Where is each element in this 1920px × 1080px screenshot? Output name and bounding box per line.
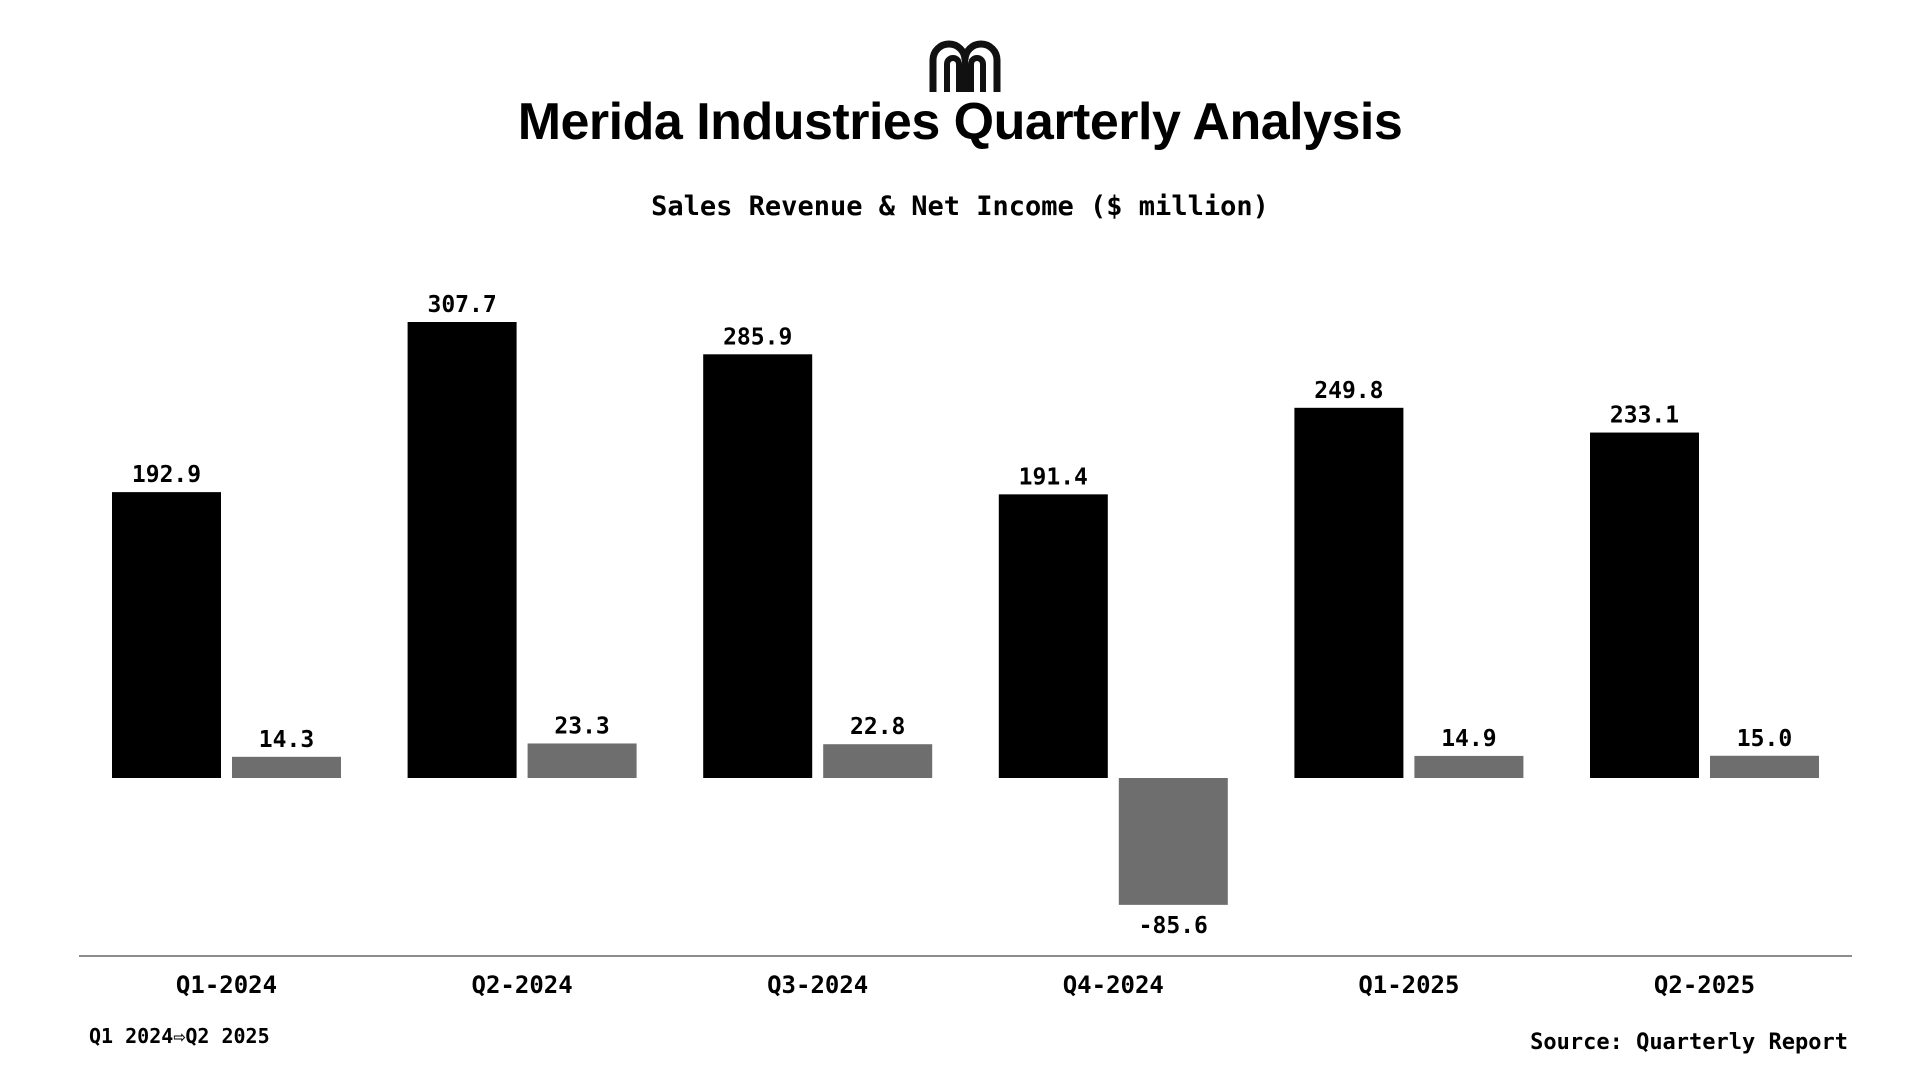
merida-arch-logo-icon [929, 40, 1001, 92]
bar-income-q1-2024 [232, 756, 341, 778]
data-label-revenue-q4-2024: 191.4 [1019, 464, 1088, 490]
chart-subtitle: Sales Revenue & Net Income ($ million) [651, 191, 1269, 222]
x-tick-label: Q3-2024 [767, 971, 868, 999]
source-note: Source: Quarterly Report [1530, 1030, 1848, 1055]
x-tick-label: Q4-2024 [1063, 971, 1164, 999]
bar-revenue-q2-2025 [1590, 432, 1699, 778]
bar-revenue-q1-2024 [112, 492, 221, 778]
bar-revenue-q3-2024 [703, 354, 813, 778]
data-label-revenue-q1-2025: 249.8 [1314, 378, 1383, 404]
bar-revenue-q2-2024 [407, 322, 517, 778]
data-label-income-q1-2024: 14.3 [259, 727, 314, 753]
bar-income-q2-2024 [527, 743, 637, 778]
bar-income-q3-2024 [823, 744, 933, 778]
period-note: Q1 2024⇨Q2 2025 [89, 1024, 270, 1048]
x-tick-label: Q1-2024 [176, 971, 277, 999]
data-label-income-q1-2025: 14.9 [1441, 726, 1496, 752]
bar-income-q4-2024 [1118, 778, 1228, 905]
x-tick-label: Q2-2025 [1654, 971, 1755, 999]
x-tick-label: Q2-2024 [472, 971, 573, 999]
chart-title: Merida Industries Quarterly Analysis [517, 93, 1403, 151]
bar-income-q1-2025 [1414, 755, 1524, 778]
bar-income-q2-2025 [1710, 755, 1819, 778]
bar-revenue-q1-2025 [1294, 407, 1404, 778]
data-label-income-q2-2024: 23.3 [554, 713, 609, 739]
data-label-revenue-q3-2024: 285.9 [723, 324, 792, 350]
data-label-revenue-q1-2024: 192.9 [132, 462, 201, 488]
data-label-income-q3-2024: 22.8 [850, 714, 905, 740]
bar-revenue-q4-2024 [998, 494, 1108, 778]
x-tick-label: Q1-2025 [1358, 971, 1459, 999]
data-label-income-q4-2024: -85.6 [1139, 913, 1208, 939]
data-label-income-q2-2025: 15.0 [1737, 726, 1792, 752]
data-label-revenue-q2-2025: 233.1 [1610, 403, 1679, 429]
data-label-revenue-q2-2024: 307.7 [427, 292, 496, 318]
